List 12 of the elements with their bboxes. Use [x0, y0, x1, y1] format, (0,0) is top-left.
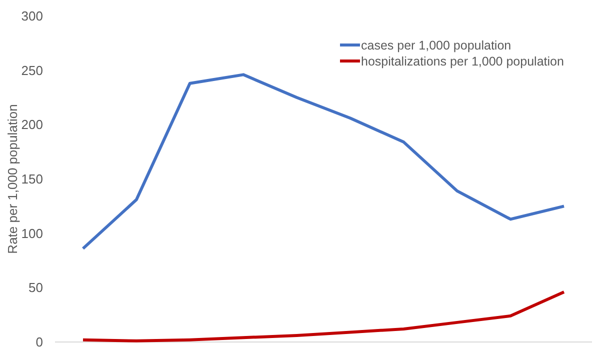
y-tick-label: 300: [21, 8, 43, 24]
y-tick-label: 250: [21, 62, 43, 78]
y-tick-label: 200: [21, 117, 43, 132]
y-tick-label: 150: [21, 172, 43, 187]
line-series: [82, 73, 566, 250]
y-tick-label: 100: [21, 226, 43, 241]
y-tick-label: 50: [28, 280, 43, 296]
y-tick-label: 0: [36, 334, 43, 350]
legend-label: hospitalizations per 1,000 population: [361, 54, 564, 68]
y-axis-title: Rate per 1,000 population: [5, 104, 20, 254]
line-series: [82, 290, 566, 342]
legend-label: cases per 1,000 population: [361, 38, 512, 52]
